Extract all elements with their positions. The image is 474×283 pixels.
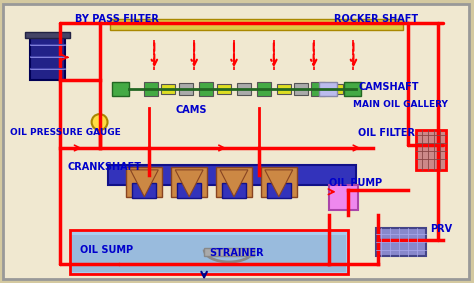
Text: STRAINER: STRAINER xyxy=(209,248,264,258)
Bar xyxy=(179,83,193,95)
Bar xyxy=(217,84,231,94)
Bar xyxy=(108,165,356,185)
Bar xyxy=(257,82,271,96)
Bar xyxy=(145,82,158,96)
Text: OIL SUMP: OIL SUMP xyxy=(80,245,133,254)
Bar xyxy=(204,248,254,256)
Bar xyxy=(161,84,175,94)
Bar xyxy=(30,35,65,80)
Polygon shape xyxy=(265,170,293,197)
Bar xyxy=(127,167,162,197)
Polygon shape xyxy=(220,170,248,197)
Bar xyxy=(237,83,251,95)
Bar xyxy=(294,83,308,95)
Text: OIL PRESSURE GAUGE: OIL PRESSURE GAUGE xyxy=(10,128,121,137)
Bar xyxy=(261,167,297,197)
Bar xyxy=(267,183,291,198)
Bar xyxy=(199,82,213,96)
Bar xyxy=(222,183,246,198)
Polygon shape xyxy=(130,170,158,197)
Bar xyxy=(216,167,252,197)
Polygon shape xyxy=(175,170,203,197)
Text: OIL PUMP: OIL PUMP xyxy=(328,178,382,188)
Text: BY PASS FILTER: BY PASS FILTER xyxy=(75,14,158,23)
Bar xyxy=(25,33,70,38)
Bar xyxy=(277,84,291,94)
Bar xyxy=(111,82,129,96)
Bar xyxy=(132,183,156,198)
Circle shape xyxy=(91,114,108,130)
Text: MAIN OIL GALLERY: MAIN OIL GALLERY xyxy=(354,100,448,109)
Bar xyxy=(319,82,337,96)
Text: CRANKSHAFT: CRANKSHAFT xyxy=(68,162,142,172)
Bar xyxy=(177,183,201,198)
Text: OIL FILTER: OIL FILTER xyxy=(358,128,415,138)
Text: CAMS: CAMS xyxy=(175,105,207,115)
Bar xyxy=(328,185,358,210)
Bar xyxy=(376,228,426,256)
Bar xyxy=(310,82,325,96)
Text: PRV: PRV xyxy=(430,224,452,234)
Bar xyxy=(171,167,207,197)
Bar xyxy=(109,19,403,31)
Bar xyxy=(70,230,348,275)
Text: CAMSHAFT: CAMSHAFT xyxy=(358,82,419,92)
Bar xyxy=(72,235,346,273)
Bar xyxy=(416,130,446,170)
Bar xyxy=(328,84,343,94)
Bar xyxy=(346,83,360,95)
Bar xyxy=(344,82,361,96)
Text: ROCKER SHAFT: ROCKER SHAFT xyxy=(334,14,418,23)
